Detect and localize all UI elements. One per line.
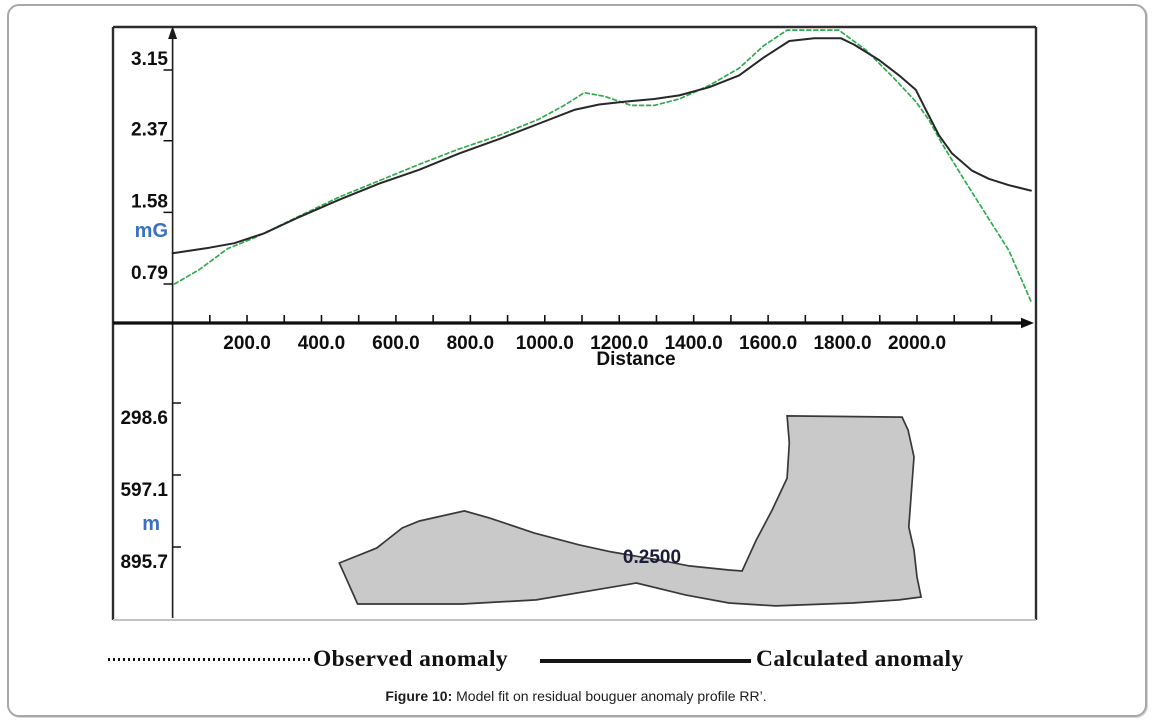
x-tick-label: 600.0 bbox=[372, 333, 420, 354]
figure-caption: Figure 10: Model fit on residual bouguer… bbox=[0, 688, 1152, 704]
calculated-anomaly-curve bbox=[173, 38, 1031, 253]
calculated-anomaly-label: Calculated anomaly bbox=[756, 646, 964, 673]
y-tick-label-m: 298.6 bbox=[120, 408, 168, 429]
y-tick-label-m: 597.1 bbox=[120, 480, 168, 501]
x-tick-label: 400.0 bbox=[298, 333, 346, 354]
x-tick-label: 2000.0 bbox=[888, 333, 946, 354]
y-tick-label-m: 895.7 bbox=[120, 552, 168, 573]
x-axis-arrow-icon bbox=[1021, 318, 1034, 328]
y-tick-label-mg: 0.79 bbox=[131, 263, 168, 284]
figure-root: 200.0400.0600.0800.01000.01200.01400.016… bbox=[0, 0, 1152, 725]
calculated-anomaly-line-sample bbox=[540, 659, 751, 663]
figure-caption-number: Figure 10: bbox=[385, 688, 452, 704]
x-tick-label: 1000.0 bbox=[516, 333, 574, 354]
observed-anomaly-line-sample bbox=[108, 658, 310, 661]
observed-anomaly-label: Observed anomaly bbox=[313, 646, 508, 673]
x-tick-label: 1600.0 bbox=[739, 333, 797, 354]
x-tick-label: 200.0 bbox=[223, 333, 271, 354]
model-body-polygon bbox=[339, 416, 921, 606]
y-tick-label-mg: 2.37 bbox=[131, 120, 168, 141]
x-axis-title: Distance bbox=[596, 349, 675, 370]
x-tick-label: 1800.0 bbox=[813, 333, 871, 354]
density-value-label: 0.2500 bbox=[623, 547, 681, 568]
plot-dynamic-layer: 200.0400.0600.0800.01000.01200.01400.016… bbox=[120, 30, 1030, 606]
x-tick-label: 800.0 bbox=[447, 333, 495, 354]
observed-anomaly-curve bbox=[175, 30, 1031, 301]
model-fit-plot: 200.0400.0600.0800.01000.01200.01400.016… bbox=[0, 0, 1152, 725]
y-tick-label-mg: 1.58 bbox=[131, 191, 168, 212]
y-tick-label-mg: 3.15 bbox=[131, 49, 168, 70]
figure-caption-text: Model fit on residual bouguer anomaly pr… bbox=[452, 688, 766, 704]
y-axis-unit-mg: mG bbox=[135, 220, 168, 242]
y-axis-unit-m: m bbox=[142, 513, 160, 535]
